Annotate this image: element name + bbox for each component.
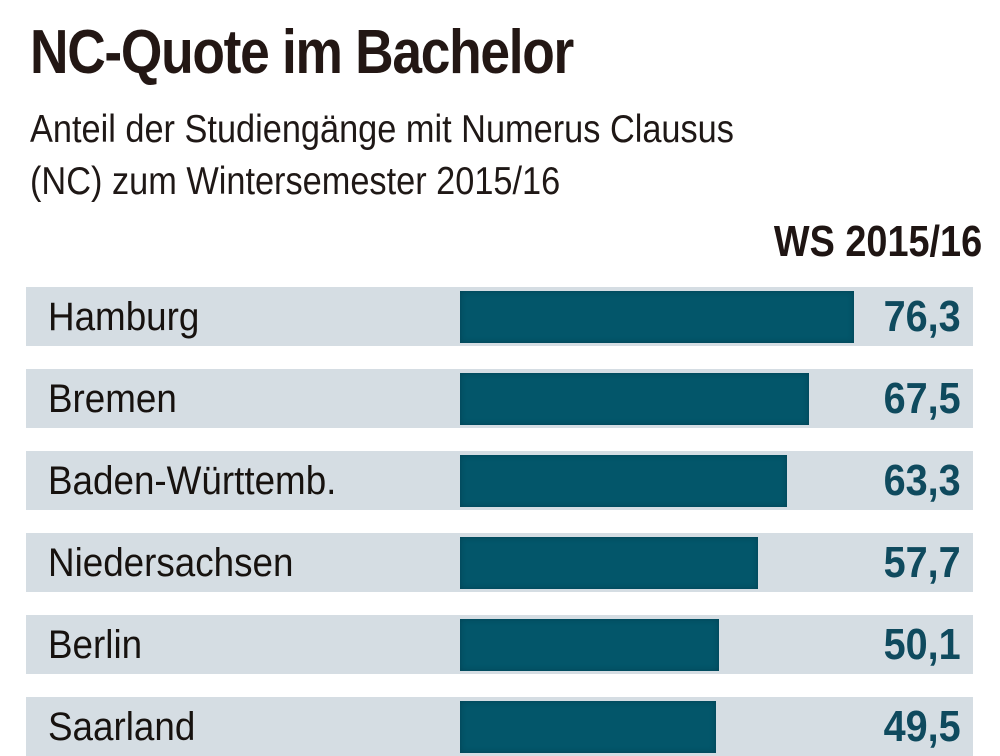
row-value: 67,5: [883, 374, 961, 423]
row-label: Berlin: [48, 623, 143, 667]
row-label: Hamburg: [48, 295, 200, 339]
bar-row: Berlin 50,1: [26, 615, 973, 674]
bar: [460, 701, 716, 753]
subtitle-line-1: Anteil der Studiengänge mit Numerus Clau…: [30, 108, 734, 151]
column-header: WS 2015/16: [773, 217, 982, 266]
row-value: 57,7: [883, 538, 961, 587]
row-label: Baden-Württemb.: [48, 459, 337, 503]
row-label: Niedersachsen: [48, 541, 294, 585]
chart-subtitle: Anteil der Studiengänge mit Numerus Clau…: [30, 104, 734, 208]
row-value: 63,3: [883, 456, 961, 505]
row-label: Bremen: [48, 377, 177, 421]
bar-row: Saarland 49,5: [26, 697, 973, 756]
bar-row: Baden-Württemb. 63,3: [26, 451, 973, 510]
subtitle-line-2: (NC) zum Wintersemester 2015/16: [30, 160, 561, 203]
chart-title: NC-Quote im Bachelor: [30, 18, 574, 87]
row-value: 49,5: [883, 702, 961, 751]
bar-row: Hamburg 76,3: [26, 287, 973, 346]
bar: [460, 291, 854, 343]
bar: [460, 537, 758, 589]
bar: [460, 455, 787, 507]
row-label: Saarland: [48, 705, 196, 749]
bar-row: Bremen 67,5: [26, 369, 973, 428]
row-value: 76,3: [883, 292, 961, 341]
bar: [460, 619, 719, 671]
bar: [460, 373, 809, 425]
bar-row: Niedersachsen 57,7: [26, 533, 973, 592]
row-value: 50,1: [883, 620, 961, 669]
